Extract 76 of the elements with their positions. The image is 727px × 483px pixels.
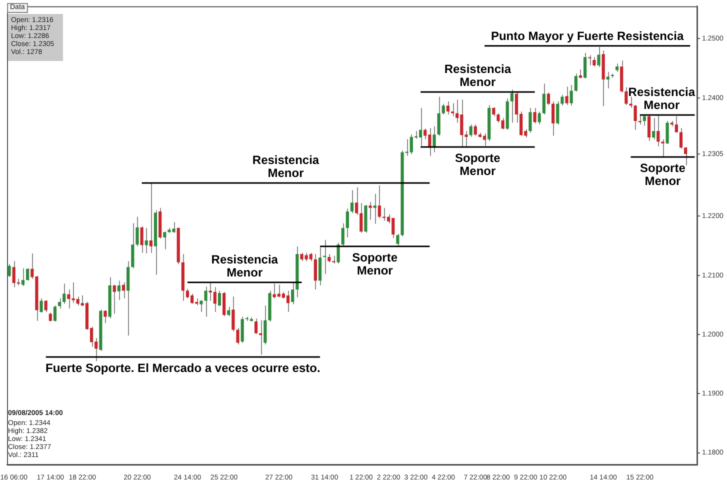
candlestick [679,128,683,150]
candlestick [53,304,57,322]
candlestick [104,310,107,324]
candlestick [418,107,422,146]
candlestick [232,296,235,332]
candlestick [186,288,190,299]
candlestick [346,208,349,238]
candlestick [542,83,546,115]
candlestick [200,300,203,312]
candlestick [204,286,208,318]
candlestick [552,100,555,136]
candlestick [144,228,148,254]
candlestick [240,316,244,344]
candlestick [652,117,656,140]
candlestick [318,247,322,286]
candlestick [674,116,678,134]
candlestick [368,201,372,220]
candlestick [574,73,578,92]
candlestick [510,89,514,124]
candlestick [437,96,440,136]
candlestick [442,103,445,115]
series-label: Fuerte Soporte. El Mercado a veces ocurre esto. [46,360,320,375]
candlestick [634,104,637,130]
candlestick [341,222,344,247]
candlestick [432,126,436,153]
candlestick [62,283,66,304]
candlestick [546,92,550,106]
candlestick [450,102,454,117]
series-label: Soporte Menor [640,161,686,188]
candlestick [8,264,11,278]
candlestick [684,146,688,166]
candlestick [336,242,340,264]
series-label: Soporte Menor [454,150,501,178]
candlestick [227,306,230,317]
candlestick [378,184,381,218]
candlestick [583,52,587,79]
candlestick [592,56,596,68]
candlestick [350,190,354,214]
candlestick [44,300,48,312]
candlestick [213,286,216,312]
candlestick [588,54,592,66]
candlestick [112,284,116,314]
candlestick [570,84,573,106]
candlestick [126,260,130,336]
series-label: Punto Mayor y Fuerte Resistencia [490,28,684,43]
candlestick [314,254,317,290]
candlestick [656,114,660,147]
candlestick [373,193,376,224]
series-label: Resistencia Menor [252,153,320,180]
candlestick [565,86,568,106]
candlestick [117,280,121,301]
candlestick [446,100,450,115]
candlestick [597,46,600,68]
series-label: Resistencia Menor [444,62,512,89]
candlestick [528,107,532,134]
series-label: Resistencia Menor [628,85,696,112]
candlestick [140,226,144,254]
series-label: Soporte Menor [352,250,398,278]
candlestick [236,327,240,346]
candlestick [218,290,222,307]
candlestick [474,124,477,136]
candlestick [661,138,664,158]
candlestick [629,96,632,108]
series-label: Resistencia Menor [211,252,278,280]
candlestick [254,318,258,334]
candlestick [21,268,25,286]
candlestick [222,291,226,317]
candlestick [538,110,541,125]
candlestick [482,132,486,146]
candlestick [469,124,472,138]
candlestick [606,71,610,89]
candlestick [26,268,30,282]
candlestick [58,298,62,309]
candlestick [149,182,152,254]
candlestick [533,107,536,124]
candlestick [286,290,290,312]
